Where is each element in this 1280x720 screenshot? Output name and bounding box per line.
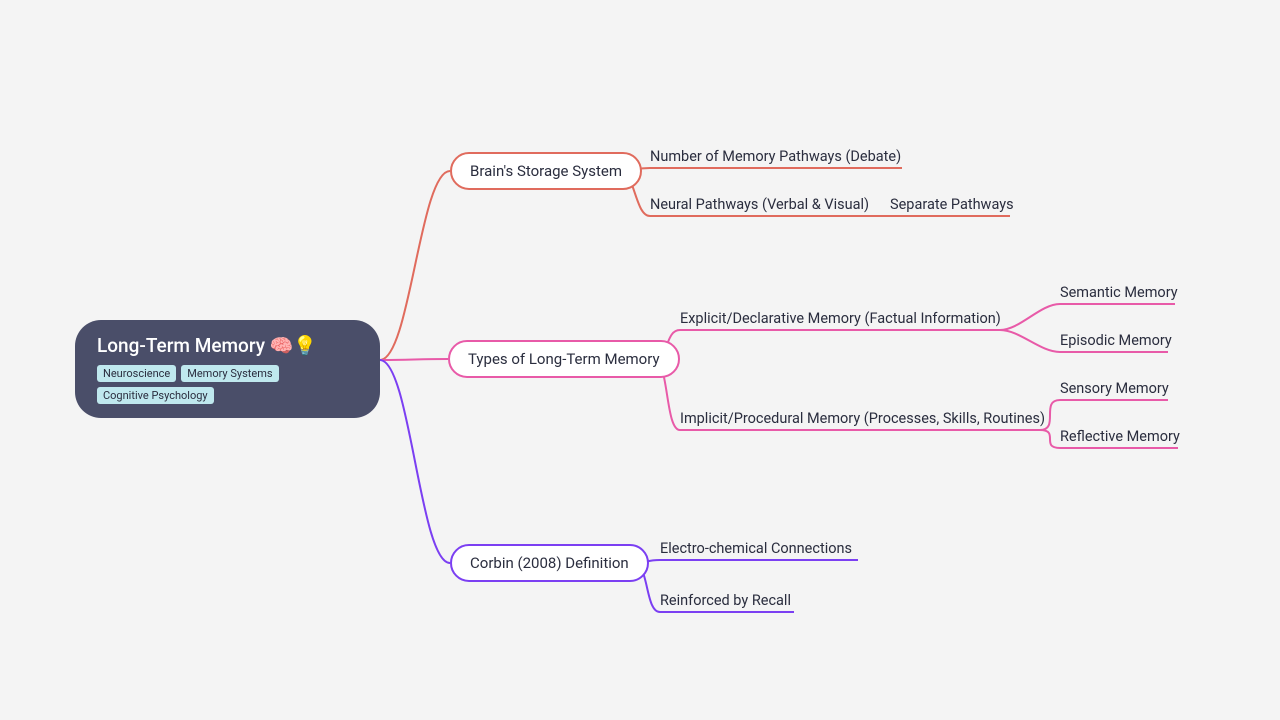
root-tag: Neuroscience (97, 365, 176, 382)
branch-storage[interactable]: Brain's Storage System (450, 152, 642, 190)
leaf-node[interactable]: Reinforced by Recall (660, 592, 791, 609)
leaf-node[interactable]: Electro-chemical Connections (660, 540, 852, 557)
root-tag: Cognitive Psychology (97, 387, 214, 404)
branch-corbin[interactable]: Corbin (2008) Definition (450, 544, 649, 582)
branch-types[interactable]: Types of Long-Term Memory (448, 340, 680, 378)
leaf-node[interactable]: Reflective Memory (1060, 428, 1180, 445)
root-tags: Neuroscience Memory Systems Cognitive Psyc… (97, 365, 358, 404)
leaf-node[interactable]: Implicit/Procedural Memory (Processes, S… (680, 410, 1045, 427)
root-title: Long-Term Memory 🧠💡 (97, 334, 358, 357)
leaf-node[interactable]: Semantic Memory (1060, 284, 1178, 301)
leaf-node[interactable]: Neural Pathways (Verbal & Visual) (650, 196, 869, 213)
leaf-node[interactable]: Explicit/Declarative Memory (Factual Inf… (680, 310, 1001, 327)
leaf-node[interactable]: Number of Memory Pathways (Debate) (650, 148, 901, 165)
root-node[interactable]: Long-Term Memory 🧠💡 Neuroscience Memory S… (75, 320, 380, 418)
leaf-node[interactable]: Sensory Memory (1060, 380, 1169, 397)
leaf-node[interactable]: Episodic Memory (1060, 332, 1172, 349)
leaf-node[interactable]: Separate Pathways (890, 196, 1014, 213)
root-tag: Memory Systems (181, 365, 278, 382)
